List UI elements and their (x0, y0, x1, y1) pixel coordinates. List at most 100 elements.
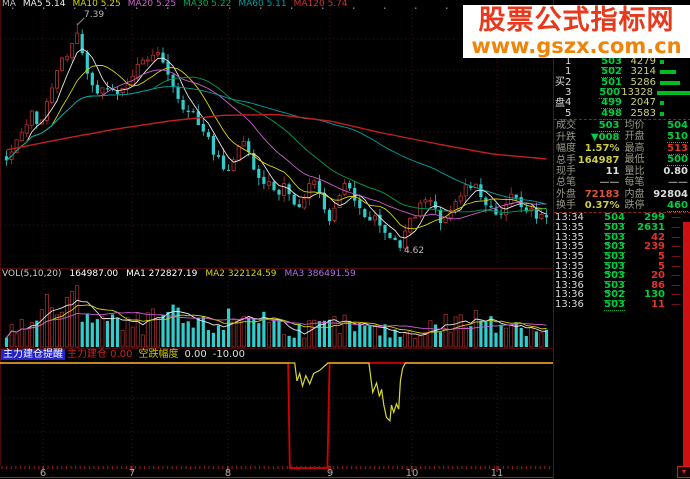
price-cell[interactable]: 501 (601, 76, 622, 89)
order-book-row[interactable]: 5 498 2583 (554, 107, 690, 120)
tick-flag-cell: — (671, 299, 681, 311)
info-label: 均价 (624, 120, 645, 132)
order-book-row[interactable]: 3 500 13328 (554, 87, 690, 100)
order-book: 1 503 4279 1 502 3214 2 501 5286 3 500 13328 4 499 204… (554, 56, 690, 120)
price-cell[interactable]: 502 (601, 66, 622, 79)
tick-row: 13:34 504 299 — (554, 212, 690, 225)
order-book-row[interactable]: 2 501 5286 (554, 76, 690, 89)
banner-url: www.gszx.com.cn (471, 34, 682, 58)
ma-legend: MA MA5 5.14 MA10 5.25 MA20 5.25 MA30 5.22 MA6… (2, 0, 355, 9)
volume-cell: 3214 (630, 66, 656, 78)
indicator-name[interactable]: 主力建仓提醒 (1, 349, 65, 360)
tick-flag-cell: — (671, 241, 681, 253)
info-value: 503 (598, 119, 620, 132)
time-cell: 13:35 (555, 221, 584, 233)
info-label: 内盘 (624, 188, 645, 200)
tick-row: 13:35 503 2631 — (554, 221, 690, 234)
volume-pane-header: VOL(5,10,20) 164987.00 MA1 272827.19 MA2 32… (2, 269, 364, 279)
legend-token: MA5 5.14 (22, 0, 66, 9)
info-label: 幅度 (556, 143, 576, 155)
order-book-row[interactable]: 1 503 4279 (554, 56, 690, 69)
depth-level: 3 (565, 87, 572, 99)
price-cell[interactable]: 499 (601, 97, 622, 110)
info-label: 量比 (624, 165, 645, 177)
candlestick-chart-canvas[interactable] (0, 0, 553, 479)
info-row: 升跌 ▼008 开盘 510 (554, 131, 690, 144)
tick-price-cell: 503 (604, 241, 625, 254)
tick-volume-cell: 2631 (637, 221, 665, 233)
tick-volume-cell: 130 (644, 289, 665, 301)
time-cell: 13:36 (555, 270, 584, 282)
info-label: 最低 (624, 154, 645, 166)
tick-volume-cell: 86 (651, 279, 665, 291)
price-cell[interactable]: 500 (599, 87, 621, 100)
legend-token: MA120 5.74 (293, 0, 348, 9)
price-cell[interactable]: 498 (601, 107, 622, 120)
legend-token: MA10 5.25 (72, 0, 121, 9)
info-value: —— (668, 177, 688, 189)
tick-row: 13:35 503 42 — (554, 231, 690, 244)
order-book-row[interactable]: 4 499 2047 (554, 97, 690, 110)
info-value: 1.57% (584, 143, 620, 155)
tick-volume-cell: 5 (658, 250, 665, 262)
indicator-value: -10.00 (212, 349, 245, 360)
depth-level: 1 (565, 56, 572, 68)
vol-header-token: MA3 386491.59 (284, 269, 356, 279)
tick-volume-cell: 299 (644, 212, 665, 224)
info-label: 升跌 (556, 131, 576, 143)
tick-row: 13:36 503 86 — (554, 279, 690, 292)
order-book-row[interactable]: 1 502 3214 (554, 66, 690, 79)
depth-level: 5 (565, 107, 572, 119)
scrollbar[interactable] (683, 222, 690, 467)
info-label: 总笔 (556, 177, 576, 189)
info-value: 0.37% (584, 200, 620, 212)
indicator-pane-header: 主力建仓提醒 主力建仓 0.00 空跌幅度 0.00 -10.00 (1, 349, 257, 361)
tick-volume-cell: 20 (651, 270, 665, 282)
indicator-value: 空跌幅度 (138, 349, 179, 360)
tick-price-cell: 503 (604, 279, 625, 292)
info-value: 11 (605, 165, 620, 177)
vol-header-token: VOL(5,10,20) (2, 269, 62, 279)
info-value: 92804 (653, 188, 688, 200)
info-value: ▼008 (590, 131, 620, 143)
price-annotation: 7.39 (84, 10, 105, 20)
tick-volume-cell: 11 (651, 299, 665, 311)
ad-banner[interactable]: 股票公式指标网 www.gszx.com.cn (463, 5, 690, 58)
axis-month-label: 11 (490, 468, 504, 479)
info-row: 现手 11 量比 0.80 (554, 166, 690, 177)
time-cell: 13:35 (555, 260, 584, 272)
time-cell: 13:36 (555, 289, 584, 301)
info-label: 换手 (556, 200, 576, 212)
axis-month-label: 8 (224, 468, 232, 479)
indicator-value: 主力建仓 0.00 (67, 349, 133, 360)
tick-price-cell: 504 (604, 212, 625, 225)
info-row: 换手 0.37% 跌停 460 (554, 200, 690, 212)
vol-header-token: MA1 272827.19 (126, 269, 198, 279)
tick-price-cell: 503 (604, 270, 625, 283)
axis-month-label: 6 (39, 468, 47, 479)
axis-month-label: 10 (405, 468, 419, 479)
tick-price-cell: 503 (604, 299, 625, 312)
legend-token: MA60 5.11 (238, 0, 287, 9)
time-cell: 13:34 (555, 212, 584, 224)
info-label: 每笔 (624, 177, 645, 189)
depth-bar (660, 60, 664, 65)
info-label: 成交 (556, 119, 576, 131)
banner-title: 股票公式指标网 (478, 5, 675, 36)
volume-cell: 2583 (630, 107, 656, 119)
tick-row: 13:36 503 11 — (554, 299, 690, 312)
tick-flag-cell: — (671, 289, 681, 301)
volume-cell: 2047 (630, 97, 656, 109)
info-value: 0.80 (663, 165, 688, 177)
legend-token: MA30 5.22 (183, 0, 232, 9)
scroll-down-button[interactable]: ▾ (677, 466, 690, 478)
time-cell: 13:35 (555, 250, 584, 262)
depth-bar (657, 91, 690, 96)
info-label: 开盘 (624, 131, 645, 143)
info-row: 总笔 —— 每笔 —— (554, 177, 690, 188)
info-row: 总手 164987 最低 500 (554, 154, 690, 167)
tick-flag-cell: — (671, 231, 681, 243)
price-cell[interactable]: 503 (601, 56, 622, 69)
tick-row: 13:35 503 5 — (554, 260, 690, 273)
quote-info-grid: 成交 503 均价 504 升跌 ▼008 开盘 510 幅度 1.57% 最高 513 总手 16498… (554, 120, 690, 212)
